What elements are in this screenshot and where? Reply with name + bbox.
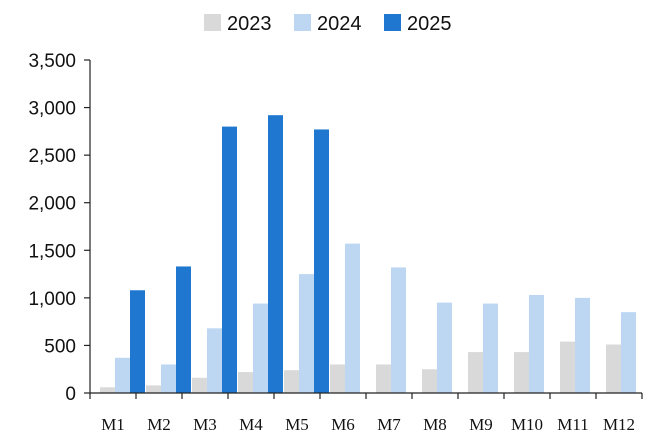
x-tick-label: M2	[147, 415, 171, 434]
legend-label-2024: 2024	[317, 13, 362, 35]
x-tick-label: M10	[511, 415, 543, 434]
y-tick-label: 3,500	[28, 51, 76, 72]
x-tick-label: M9	[469, 415, 493, 434]
bars	[100, 115, 636, 393]
x-tick-label: M3	[193, 415, 217, 434]
bar-2023-M2	[146, 385, 161, 393]
bar-2024-M12	[621, 312, 636, 393]
bar-2025-M3	[222, 126, 237, 393]
bar-2024-M4	[253, 303, 268, 393]
y-tick-label: 0	[65, 384, 76, 405]
bar-2024-M6	[345, 243, 360, 393]
bar-2024-M1	[115, 357, 130, 393]
legend-swatch-2024	[294, 14, 311, 31]
x-tick-label: M7	[377, 415, 401, 434]
bar-2024-M2	[161, 364, 176, 393]
bar-2025-M4	[268, 115, 283, 393]
bar-2023-M12	[606, 344, 621, 393]
bar-2025-M5	[314, 129, 329, 393]
bar-2023-M1	[100, 387, 115, 393]
bar-2023-M8	[422, 369, 437, 393]
x-axis: M1 M2 M3 M4 M5 M6 M7 M8 M9 M10 M11 M12	[89, 392, 643, 434]
legend-swatch-2023	[204, 14, 221, 31]
bar-2024-M5	[299, 274, 314, 393]
bar-2023-M9	[468, 352, 483, 393]
y-tick-label: 500	[44, 336, 76, 357]
bar-2023-M3	[192, 377, 207, 393]
bar-2024-M9	[483, 303, 498, 393]
x-tick-label: M11	[557, 415, 589, 434]
x-tick-label: M8	[423, 415, 447, 434]
x-tick-label: M6	[331, 415, 355, 434]
x-tick-label: M5	[285, 415, 309, 434]
y-tick-label: 2,000	[28, 194, 76, 215]
x-tick-label: M4	[239, 415, 263, 434]
bar-2023-M4	[238, 372, 253, 393]
legend-swatch-2025	[384, 14, 401, 31]
bar-2024-M10	[529, 295, 544, 393]
x-tick-label: M12	[603, 415, 635, 434]
bar-2023-M10	[514, 352, 529, 393]
legend: 2023 2024 2025	[204, 13, 452, 35]
bar-2025-M2	[176, 266, 191, 393]
bar-2024-M8	[437, 302, 452, 393]
legend-label-2025: 2025	[407, 13, 452, 35]
y-tick-label: 3,000	[28, 99, 76, 120]
bar-2023-M7	[376, 364, 391, 393]
bar-2024-M7	[391, 267, 406, 393]
y-tick-label: 2,500	[28, 146, 76, 167]
y-tick-label: 1,500	[28, 241, 76, 262]
y-tick-label: 1,000	[28, 289, 76, 310]
bar-2024-M3	[207, 328, 222, 393]
bar-2025-M1	[130, 290, 145, 393]
x-tick-label: M1	[101, 415, 125, 434]
bar-2023-M6	[330, 364, 345, 393]
y-axis: 0 500 1,000 1,500 2,000 2,500 3,000 3,500	[28, 51, 91, 405]
bar-2023-M11	[560, 341, 575, 393]
bar-2023-M5	[284, 370, 299, 393]
bar-2024-M11	[575, 297, 590, 393]
legend-label-2023: 2023	[227, 13, 272, 35]
